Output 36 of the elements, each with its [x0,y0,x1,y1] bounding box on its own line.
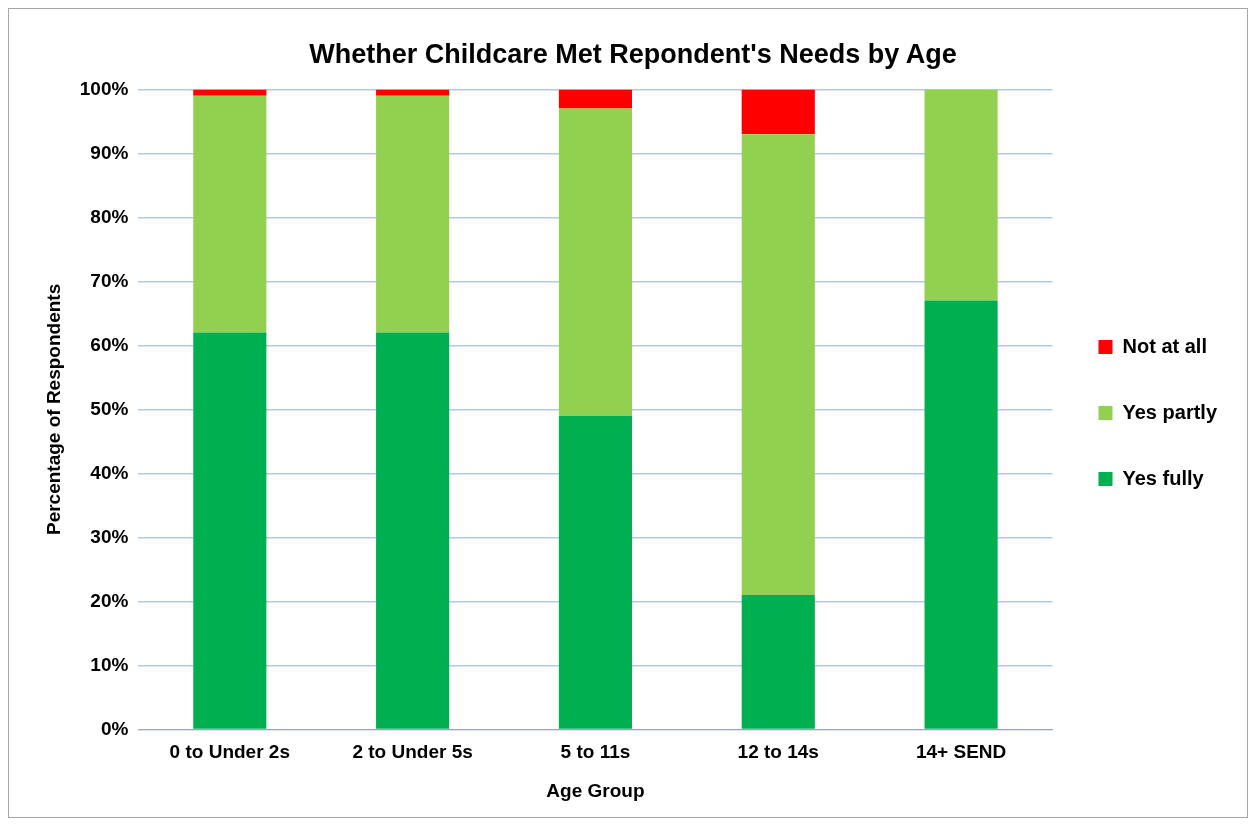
x-tick-label: 5 to 11s [560,741,631,763]
y-tick-label: 30% [90,525,129,547]
bar [558,108,633,416]
y-axis-title: Percentage of Respondents [42,283,64,536]
y-tick-label: 80% [90,205,129,227]
y-tick-label: 10% [90,653,129,675]
bar [741,134,815,595]
bar [741,595,815,729]
bar [558,415,633,729]
x-tick-label: 0 to Under 2s [169,741,290,763]
bar [558,89,633,109]
y-tick-label: 50% [90,397,129,419]
y-tick-label: 0% [100,717,129,739]
bar [924,300,998,729]
x-tick-label: 12 to 14s [737,741,819,763]
y-tick-label: 100% [79,77,129,99]
y-tick-label: 20% [90,589,129,611]
legend-label: Not at all [1122,334,1207,357]
bar [741,89,815,135]
x-axis-title: Age Group [546,779,645,801]
y-tick-label: 70% [90,269,129,291]
legend-label: Yes partly [1122,400,1218,423]
bar [376,89,450,96]
bar [193,95,267,333]
bar [193,332,267,729]
bar [924,89,998,301]
legend-label: Yes fully [1122,466,1205,489]
bar [376,332,450,729]
bar [193,89,267,96]
chart-title: Whether Childcare Met Repondent's Needs by Age [309,38,957,69]
x-tick-label: 2 to Under 5s [352,741,473,763]
bar [376,95,450,333]
x-tick-label: 14+ SEND [915,741,1007,763]
y-tick-label: 90% [90,141,129,163]
y-tick-label: 60% [90,333,129,355]
y-tick-label: 40% [90,461,129,483]
